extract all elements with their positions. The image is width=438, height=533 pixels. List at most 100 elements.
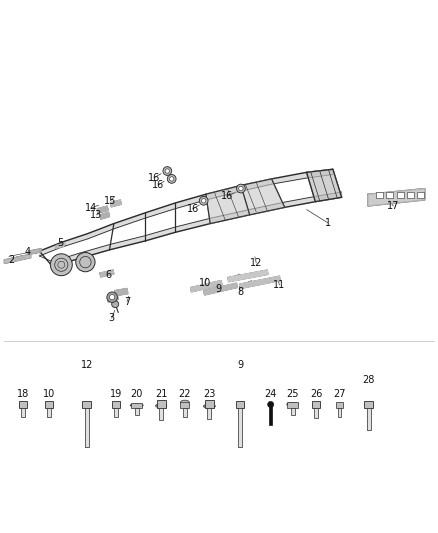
Bar bbox=[82, 400, 91, 408]
Bar bbox=[397, 192, 404, 198]
Text: 16: 16 bbox=[187, 204, 199, 214]
Text: 19: 19 bbox=[110, 390, 122, 399]
Text: 14: 14 bbox=[85, 203, 97, 213]
Text: 16: 16 bbox=[221, 191, 233, 201]
Circle shape bbox=[76, 253, 95, 272]
Polygon shape bbox=[241, 179, 285, 215]
Text: 16: 16 bbox=[152, 180, 165, 190]
Text: 7: 7 bbox=[124, 296, 130, 306]
Circle shape bbox=[50, 254, 72, 276]
Text: 9: 9 bbox=[237, 360, 243, 370]
Bar bbox=[19, 401, 27, 408]
Polygon shape bbox=[28, 248, 42, 255]
Circle shape bbox=[167, 174, 176, 183]
Text: 3: 3 bbox=[109, 313, 115, 323]
Circle shape bbox=[107, 292, 117, 302]
Text: 15: 15 bbox=[104, 196, 117, 206]
Bar bbox=[407, 192, 414, 198]
Circle shape bbox=[55, 258, 68, 271]
Text: 18: 18 bbox=[17, 390, 29, 399]
Polygon shape bbox=[39, 169, 333, 256]
Bar bbox=[157, 400, 166, 408]
Bar bbox=[386, 192, 393, 198]
Polygon shape bbox=[100, 270, 114, 277]
Ellipse shape bbox=[130, 404, 143, 407]
Bar bbox=[376, 192, 383, 198]
Bar bbox=[180, 402, 189, 408]
Text: 21: 21 bbox=[155, 389, 167, 399]
Polygon shape bbox=[110, 200, 121, 207]
Text: 11: 11 bbox=[273, 280, 286, 290]
Bar bbox=[367, 408, 371, 430]
Text: 8: 8 bbox=[237, 287, 243, 297]
Circle shape bbox=[80, 256, 91, 268]
Circle shape bbox=[199, 197, 208, 205]
Bar bbox=[183, 408, 187, 417]
Bar bbox=[114, 408, 118, 417]
Bar bbox=[21, 408, 25, 417]
Circle shape bbox=[201, 199, 206, 203]
Text: 4: 4 bbox=[24, 247, 30, 257]
Polygon shape bbox=[100, 212, 110, 219]
Polygon shape bbox=[55, 243, 65, 248]
Bar bbox=[314, 408, 318, 418]
Bar bbox=[291, 408, 295, 415]
Polygon shape bbox=[240, 276, 280, 288]
Bar bbox=[236, 400, 244, 408]
Circle shape bbox=[268, 401, 274, 408]
Circle shape bbox=[237, 184, 245, 193]
Ellipse shape bbox=[286, 402, 299, 406]
Circle shape bbox=[163, 167, 172, 175]
Text: 25: 25 bbox=[286, 390, 299, 399]
Polygon shape bbox=[53, 192, 342, 266]
Circle shape bbox=[239, 187, 243, 191]
Polygon shape bbox=[115, 288, 128, 296]
Text: 26: 26 bbox=[310, 389, 322, 399]
Bar bbox=[85, 408, 88, 447]
Bar bbox=[417, 192, 424, 198]
Bar bbox=[287, 402, 298, 408]
Text: 23: 23 bbox=[203, 390, 215, 399]
Bar bbox=[131, 403, 142, 408]
Text: 5: 5 bbox=[57, 238, 64, 248]
Circle shape bbox=[165, 169, 170, 173]
Circle shape bbox=[112, 301, 119, 308]
Polygon shape bbox=[368, 189, 425, 206]
Bar bbox=[312, 401, 320, 408]
Text: 20: 20 bbox=[131, 390, 143, 399]
Ellipse shape bbox=[203, 404, 215, 408]
Polygon shape bbox=[191, 280, 222, 292]
Polygon shape bbox=[204, 283, 237, 295]
Bar bbox=[47, 408, 51, 417]
Text: 13: 13 bbox=[90, 210, 102, 220]
Text: 22: 22 bbox=[179, 390, 191, 399]
Circle shape bbox=[110, 295, 115, 300]
Text: 17: 17 bbox=[387, 201, 399, 211]
Polygon shape bbox=[97, 206, 108, 213]
Bar bbox=[238, 408, 242, 447]
Text: 16: 16 bbox=[148, 173, 160, 183]
Polygon shape bbox=[206, 185, 250, 223]
Text: 2: 2 bbox=[9, 255, 15, 265]
Polygon shape bbox=[107, 295, 118, 302]
Bar bbox=[112, 401, 120, 408]
Bar bbox=[269, 405, 272, 425]
Bar bbox=[45, 401, 53, 408]
Text: 10: 10 bbox=[43, 390, 55, 399]
Ellipse shape bbox=[155, 403, 167, 408]
Text: 6: 6 bbox=[106, 270, 112, 280]
Text: 9: 9 bbox=[215, 284, 221, 294]
Polygon shape bbox=[228, 270, 268, 282]
Text: 27: 27 bbox=[333, 390, 346, 399]
Ellipse shape bbox=[180, 400, 189, 405]
Bar bbox=[364, 401, 373, 408]
Circle shape bbox=[58, 261, 65, 268]
Text: 1: 1 bbox=[325, 217, 331, 228]
Bar bbox=[205, 400, 214, 408]
Bar bbox=[135, 408, 138, 415]
Text: 10: 10 bbox=[199, 278, 211, 288]
Bar bbox=[208, 408, 211, 419]
Bar bbox=[336, 402, 343, 408]
Text: 12: 12 bbox=[250, 258, 262, 268]
Bar bbox=[159, 408, 163, 420]
